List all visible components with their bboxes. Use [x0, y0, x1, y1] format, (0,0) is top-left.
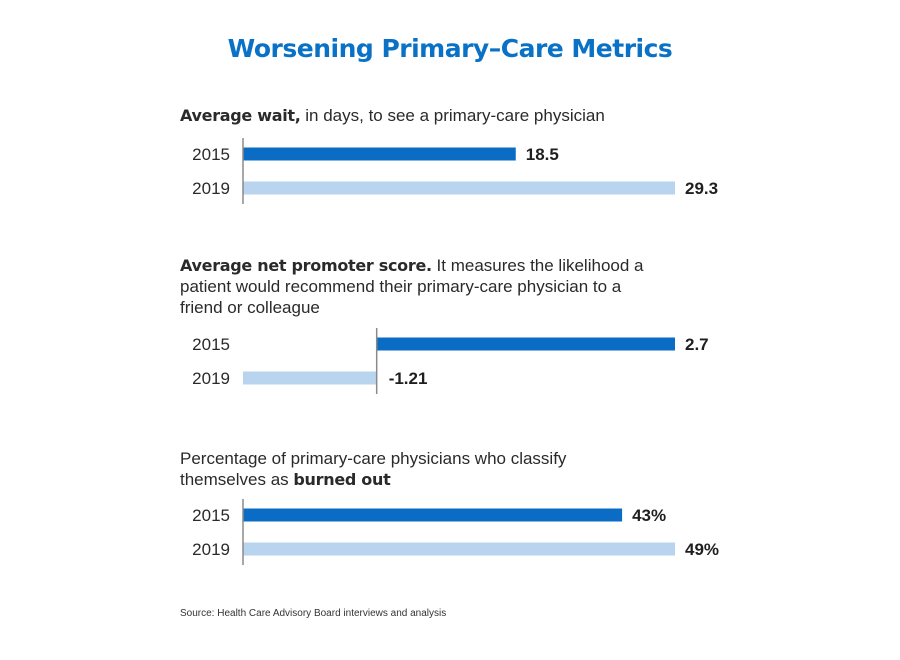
panel-1-title-bold: Average wait,: [180, 106, 301, 125]
net-promoter-chart: 2015 2.7 2019 -1.21: [192, 328, 709, 394]
category-label-2019: 2019: [192, 369, 230, 388]
panel-2-title: Average net promoter score. It measures …: [180, 255, 660, 318]
bar-2015: [376, 337, 675, 351]
bar-2019: [243, 371, 377, 385]
bar-2019: [243, 181, 675, 195]
value-label-2015: 18.5: [526, 145, 559, 164]
wait-days-chart: 2015 18.5 2019 29.3: [192, 138, 718, 204]
value-label-2015: 43%: [632, 506, 666, 525]
category-label-2019: 2019: [192, 540, 230, 559]
category-label-2015: 2015: [192, 506, 230, 525]
bar-2019: [243, 542, 675, 556]
value-label-2015: 2.7: [685, 335, 709, 354]
burnout-chart: 2015 43% 2019 49%: [192, 499, 719, 565]
bar-2015: [243, 147, 516, 161]
source-note: Source: Health Care Advisory Board inter…: [180, 608, 447, 619]
category-label-2019: 2019: [192, 179, 230, 198]
value-label-2019: -1.21: [389, 369, 428, 388]
chart-title: Worsening Primary–Care Metrics: [227, 34, 673, 63]
value-label-2019: 49%: [685, 540, 719, 559]
panel-2-title-rest: It measures the likelihood a patient wou…: [180, 256, 644, 317]
panel-1-title: Average wait, in days, to see a primary-…: [180, 105, 700, 126]
value-label-2019: 29.3: [685, 179, 718, 198]
panel-3-title-plain: Percentage of primary-care physicians wh…: [180, 449, 567, 489]
panel-1-title-rest: in days, to see a primary-care physician: [300, 106, 605, 125]
category-label-2015: 2015: [192, 335, 230, 354]
panel-3-title-bold: burned out: [293, 470, 391, 489]
bar-2015: [243, 508, 623, 522]
panel-3-title: Percentage of primary-care physicians wh…: [180, 448, 610, 490]
category-label-2015: 2015: [192, 145, 230, 164]
panel-2-title-bold: Average net promoter score.: [180, 256, 432, 275]
